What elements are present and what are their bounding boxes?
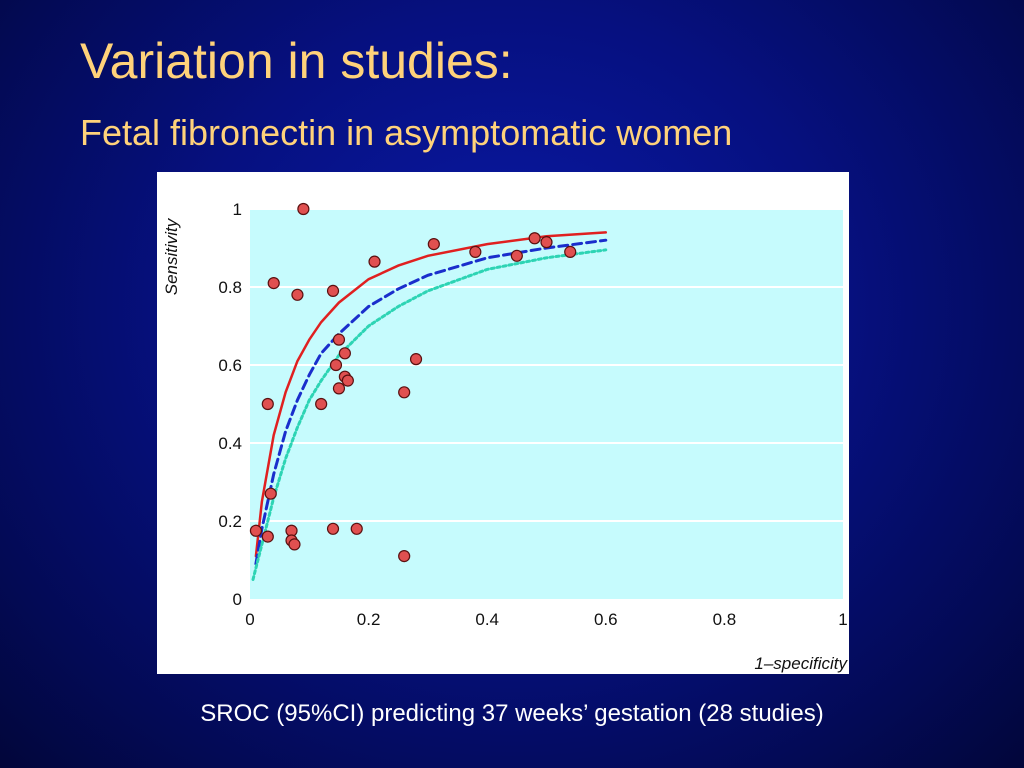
- y-tick-label: 1: [233, 200, 242, 219]
- study-points: [249, 202, 577, 563]
- sroc-curve-solid: [254, 231, 608, 558]
- study-point: [398, 550, 411, 563]
- y-tick-label: 0.4: [218, 434, 242, 453]
- x-tick-label: 0.2: [357, 610, 381, 629]
- x-tick-label: 0.4: [475, 610, 499, 629]
- x-tick-label: 0: [245, 610, 254, 629]
- study-point: [326, 284, 340, 298]
- sroc-chart: 0 0.2 0.4 0.6 0.8 1 0 0.2 0.4 0.6 0.8 1 Sensitivit…: [162, 200, 848, 673]
- study-point: [338, 347, 351, 360]
- slide-subtitle: Fetal fibronectin in asymptomatic women: [80, 112, 733, 153]
- slide-title: Variation in studies:: [80, 33, 513, 89]
- y-axis-ticks: 0 0.2 0.4 0.6 0.8 1: [218, 200, 242, 609]
- study-point: [267, 276, 280, 290]
- y-tick-label: 0.8: [218, 278, 242, 297]
- x-tick-label: 0.6: [594, 610, 618, 629]
- study-point: [249, 524, 263, 537]
- grid-lines: [250, 208, 843, 522]
- study-point: [291, 288, 304, 301]
- plot-background: [250, 209, 843, 599]
- slide-caption: SROC (95%CI) predicting 37 weeks’ gestat…: [200, 700, 824, 727]
- study-point: [427, 237, 440, 251]
- study-point: [368, 255, 381, 268]
- study-point: [297, 202, 310, 216]
- study-point: [315, 397, 328, 411]
- study-point: [540, 236, 553, 249]
- study-point: [564, 245, 577, 259]
- x-axis-label: 1–specificity: [754, 654, 848, 673]
- study-point: [264, 487, 277, 500]
- study-point: [528, 232, 541, 245]
- study-point: [332, 333, 346, 346]
- y-tick-label: 0.2: [218, 512, 242, 531]
- x-tick-label: 0.8: [713, 610, 737, 629]
- study-point: [261, 530, 274, 543]
- study-point: [398, 386, 411, 399]
- study-point: [409, 353, 423, 366]
- study-point: [469, 245, 482, 259]
- sroc-curve-dashed: [254, 238, 608, 566]
- study-point: [332, 382, 346, 395]
- study-point: [510, 249, 523, 262]
- study-point: [341, 374, 354, 387]
- study-point: [261, 397, 274, 411]
- chart-panel: 0 0.2 0.4 0.6 0.8 1 0 0.2 0.4 0.6 0.8 1 Sensitivit…: [157, 172, 849, 674]
- study-point: [288, 538, 301, 551]
- y-axis-label: Sensitivity: [162, 217, 181, 295]
- x-axis-ticks: 0 0.2 0.4 0.6 0.8 1: [245, 610, 847, 629]
- x-tick-label: 1: [838, 610, 847, 629]
- y-tick-label: 0.6: [218, 356, 242, 375]
- study-point: [350, 522, 363, 535]
- y-tick-label: 0: [233, 590, 242, 609]
- study-point: [326, 522, 340, 535]
- study-point: [329, 358, 343, 372]
